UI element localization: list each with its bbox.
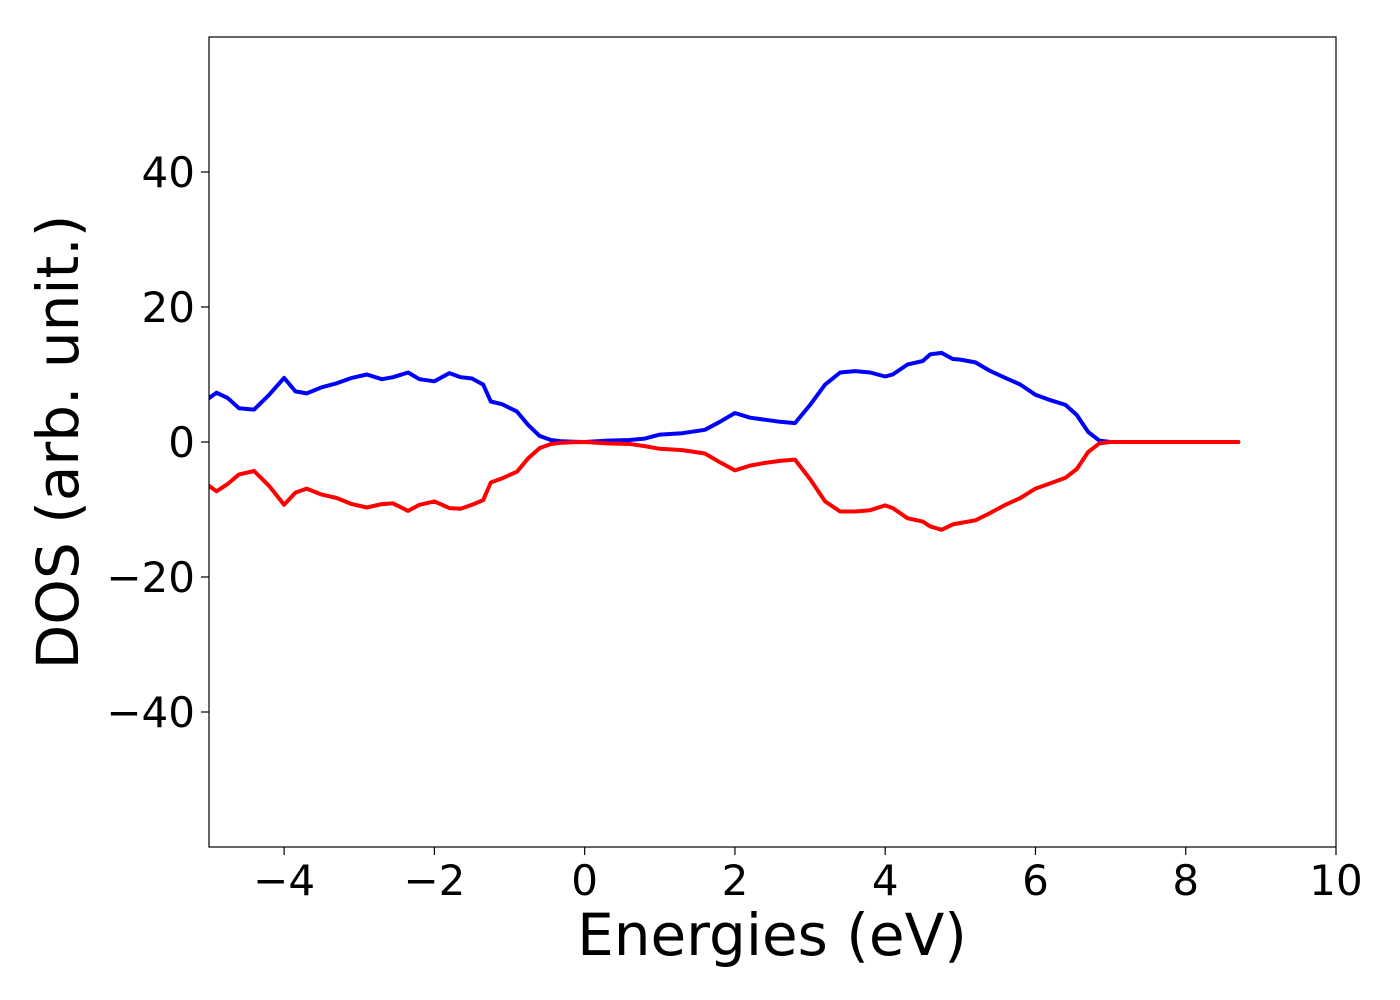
y-tick-label: 0	[168, 418, 195, 467]
y-axis-title: DOS (arb. unit.)	[24, 215, 92, 670]
x-tick-label: 6	[1022, 856, 1049, 905]
y-tick-label: 20	[142, 283, 195, 332]
dos-series-line-2	[209, 440, 1241, 532]
x-axis-title: Energies (eV)	[577, 901, 967, 969]
x-tick-label: −4	[253, 856, 315, 905]
x-tick-label: 4	[872, 856, 899, 905]
x-axis-ticks: −4 −2 0 2 4 6 8 10	[253, 847, 1363, 905]
dos-series-line-1	[209, 350, 1241, 444]
plot-area	[208, 36, 1337, 848]
y-tick-label: 40	[142, 148, 195, 197]
x-tick-label: −2	[403, 856, 465, 905]
y-tick-label: −20	[106, 553, 195, 602]
y-tick-label: −40	[106, 688, 195, 737]
x-tick-label: 10	[1309, 856, 1362, 905]
x-tick-label: 0	[571, 856, 598, 905]
x-tick-label: 2	[722, 856, 749, 905]
x-tick-label: 8	[1172, 856, 1199, 905]
y-axis-ticks: −40 −20 0 20 40	[106, 148, 209, 737]
